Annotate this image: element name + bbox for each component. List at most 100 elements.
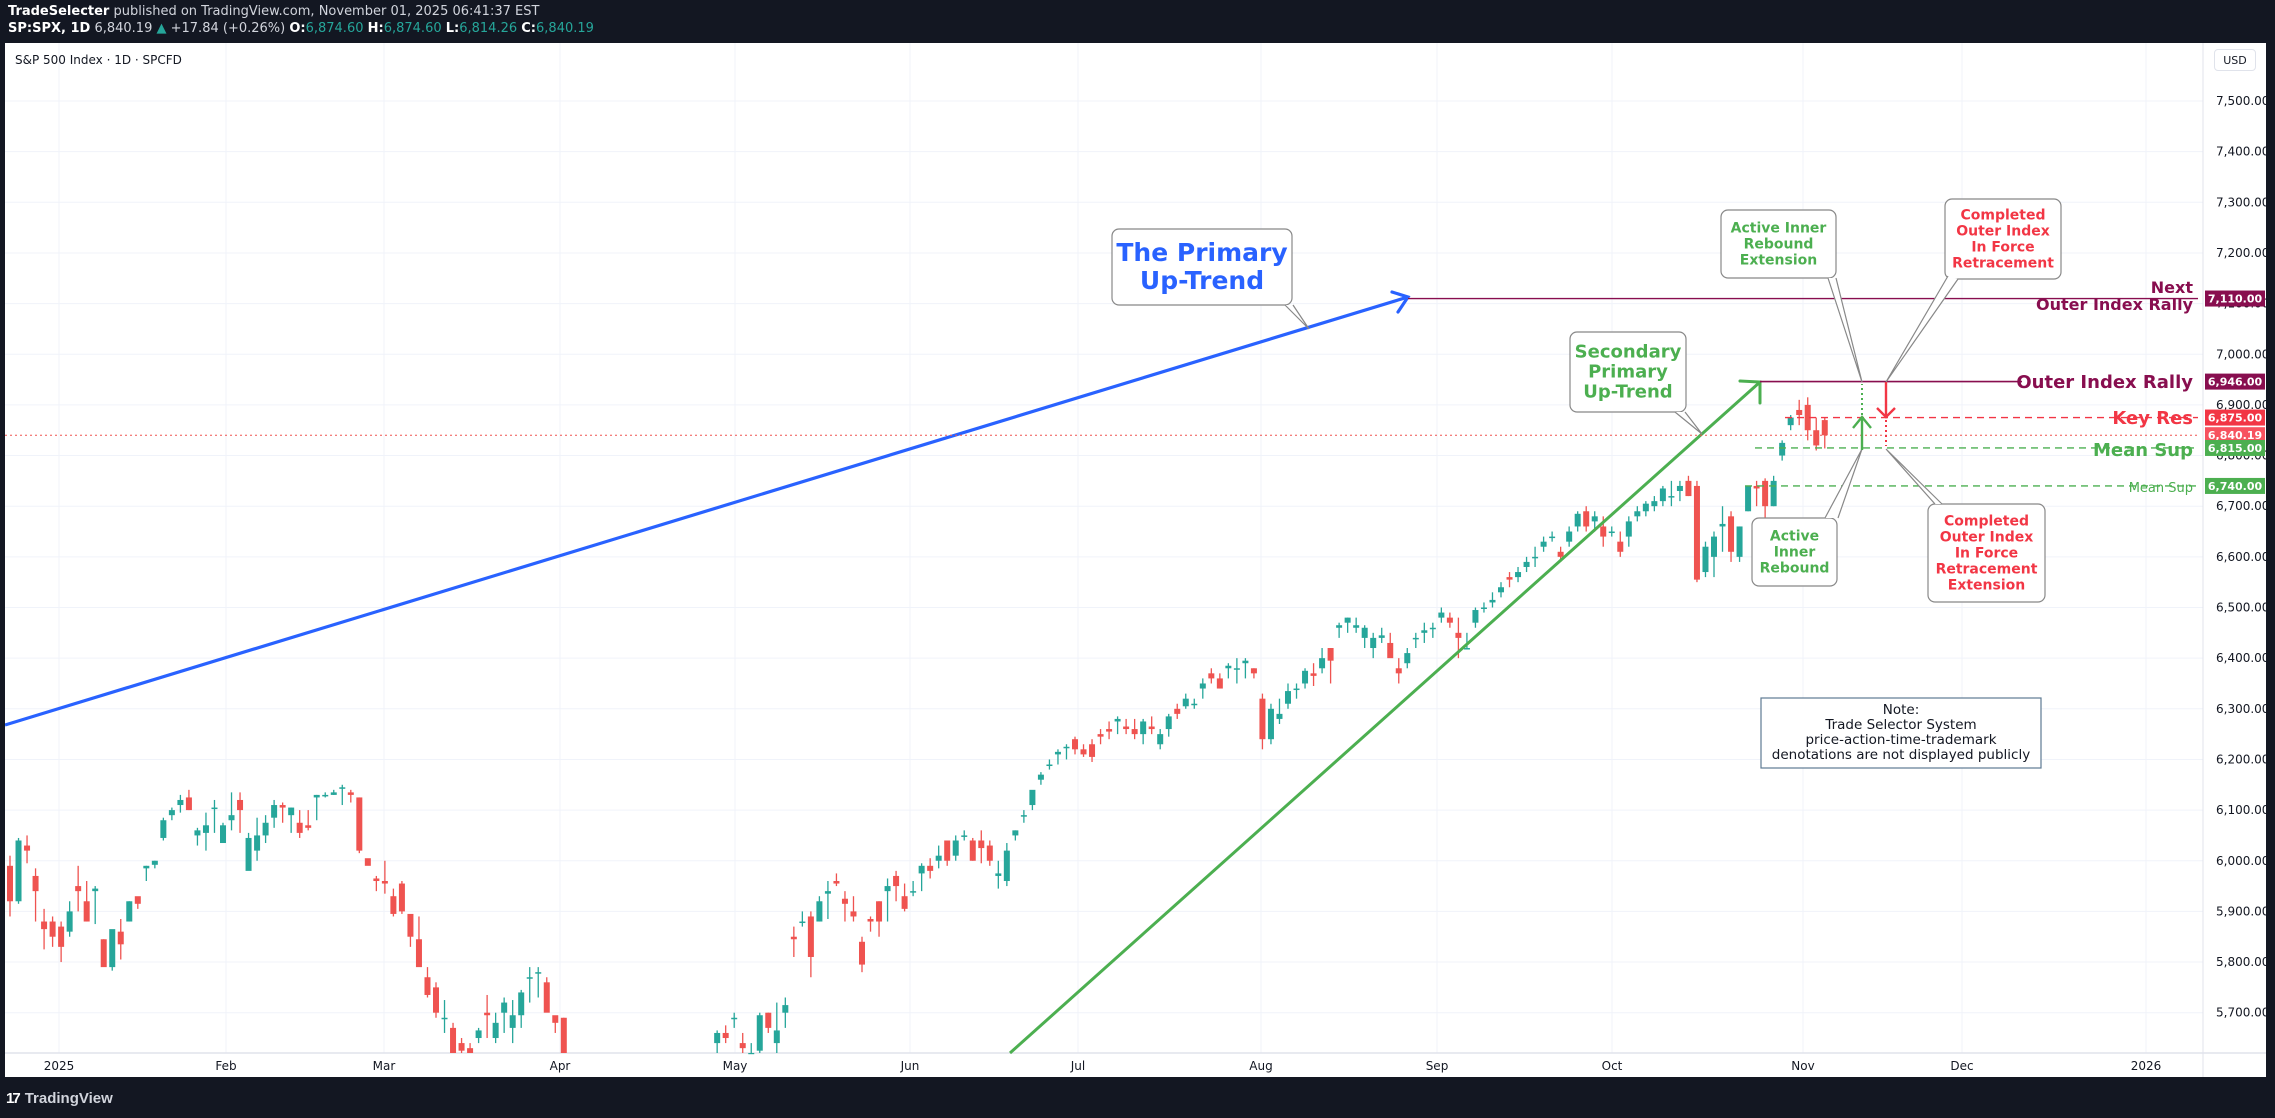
author-name[interactable]: TradeSelecter (8, 4, 110, 19)
candle (1072, 739, 1078, 750)
candle (1012, 830, 1019, 836)
candle (220, 825, 226, 844)
candle (910, 891, 917, 893)
candle (1165, 716, 1172, 730)
candle (237, 799, 244, 811)
candle (1583, 511, 1590, 527)
candle (1106, 729, 1113, 732)
candle (356, 797, 363, 851)
candle (305, 825, 312, 828)
candle (1387, 642, 1394, 659)
candle (1285, 691, 1291, 704)
time-tick-label: 2025 (44, 1059, 75, 1073)
candle (1131, 729, 1138, 735)
callout-text: Rebound (1760, 560, 1830, 576)
candle (1719, 523, 1726, 527)
candle (1267, 708, 1274, 740)
candle (373, 878, 380, 882)
candle (279, 805, 286, 808)
candle (1327, 648, 1334, 661)
last-price: 6,840.19 (94, 21, 153, 36)
price-axis[interactable]: 5,700.00 5,800.00 5,900.00 6,000.00 6,100.00… (2216, 94, 2266, 1020)
candle (1685, 480, 1692, 497)
candle (15, 840, 22, 902)
price-tag: 6,946.00 (2205, 373, 2265, 390)
candle (1404, 653, 1411, 664)
primary-uptrend-line[interactable] (5, 290, 1411, 727)
time-axis[interactable]: 2025 Feb Mar Apr May Jun Jul Aug Sep Oct Nov Dec 202… (44, 1059, 2162, 1073)
candle (1557, 551, 1564, 557)
candle (722, 1032, 729, 1039)
candle (313, 794, 320, 798)
price-tick-label: 6,900.00 (2216, 398, 2266, 412)
candle (1549, 536, 1556, 539)
secondary-uptrend-line[interactable] (1008, 379, 1762, 1055)
candle (398, 883, 405, 912)
candle (518, 992, 525, 1016)
callout-text: Retracement (1936, 561, 2038, 577)
currency-button[interactable]: USD (2214, 49, 2256, 71)
candle (458, 1043, 465, 1051)
price-tick-label: 6,000.00 (2216, 854, 2266, 868)
outer-index-rally-label: Outer Index Rally (2016, 372, 2193, 393)
price-tick-label: 7,500.00 (2216, 94, 2266, 108)
candle (117, 931, 124, 945)
candle (288, 807, 295, 816)
time-tick-label: 2026 (2131, 1059, 2162, 1073)
candle (1123, 726, 1130, 730)
candle (884, 886, 891, 892)
price-tick-label: 5,700.00 (2216, 1006, 2266, 1020)
candle (1472, 610, 1479, 623)
candle (535, 972, 542, 974)
candle (467, 1048, 474, 1053)
candle (1208, 673, 1215, 679)
time-tick-label: Jul (1070, 1059, 1085, 1073)
candle (543, 982, 550, 1013)
candle (441, 1017, 448, 1020)
mean-sup-label: Mean Sup (2093, 440, 2193, 461)
price-tick-label: 6,300.00 (2216, 702, 2266, 716)
callout-text: Completed (1944, 513, 2029, 529)
candle (748, 1053, 755, 1055)
candle (83, 901, 90, 922)
candle (58, 926, 65, 947)
candle (390, 896, 397, 914)
candle (1395, 668, 1402, 674)
candle (424, 977, 431, 995)
note-box: Note:Trade Selector Systemprice-action-t… (1760, 697, 2042, 769)
publish-info: TradeSelecter published on TradingView.c… (8, 4, 539, 19)
close-label: C: (521, 21, 537, 36)
callout-text: Active (1770, 528, 1819, 544)
candle (1804, 404, 1811, 431)
candle (1302, 670, 1309, 684)
svg-text:7,110.00: 7,110.00 (2208, 293, 2263, 306)
chart-panel[interactable]: 5,700.00 5,800.00 5,900.00 6,000.00 6,100.00… (5, 43, 2266, 1077)
candle (1813, 430, 1820, 446)
candle (271, 805, 278, 818)
candle (49, 921, 56, 937)
candle (1199, 683, 1206, 689)
callout-text: Inner (1774, 544, 1816, 560)
candles[interactable] (7, 397, 1828, 1055)
price-chart[interactable]: 5,700.00 5,800.00 5,900.00 6,000.00 6,100.00… (5, 43, 2266, 1077)
candle (901, 896, 908, 909)
price-tag: 6,875.00 (2205, 409, 2265, 426)
candle (1037, 774, 1044, 780)
time-tick-label: Mar (373, 1059, 396, 1073)
candle (1182, 698, 1189, 707)
price-tick-label: 6,200.00 (2216, 752, 2266, 766)
candle (202, 825, 209, 833)
candle (1344, 617, 1351, 623)
tradingview-logo[interactable]: 17 TradingView (6, 1090, 113, 1107)
candle (918, 865, 925, 874)
callout-text: Completed (1960, 207, 2045, 223)
open-value: 6,874.60 (305, 21, 364, 36)
candle (935, 855, 942, 861)
callout-text: Up-Trend (1140, 266, 1264, 295)
